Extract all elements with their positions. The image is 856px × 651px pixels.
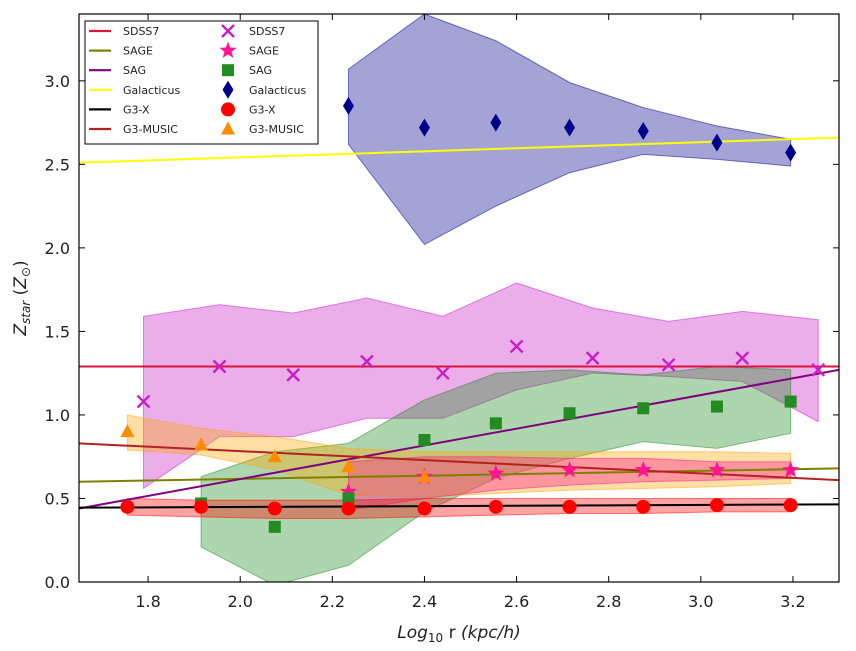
legend-marker-galacticus [222, 80, 234, 99]
line-sage [79, 467, 839, 483]
x-tick-label: 2.6 [504, 592, 529, 611]
legend-label: SDSS7 [249, 25, 285, 38]
x-tick-label: 1.8 [135, 592, 160, 611]
legend-label: G3-X [123, 103, 150, 116]
point-sdss7 [136, 394, 151, 409]
point-sdss7 [212, 359, 227, 374]
x-tick-label: 2.2 [320, 592, 345, 611]
legend-label: G3-X [249, 103, 276, 116]
point-g3-x [194, 499, 209, 514]
point-galacticus [490, 113, 502, 132]
legend-frame [84, 20, 319, 145]
y-tick-label: 1.5 [45, 322, 70, 341]
point-sag [268, 520, 281, 533]
point-sdss7 [436, 366, 450, 381]
ticks-layer: 1.8 2.0 2.2 2.4 2.6 2.8 3.0 3.2 0.0 0.5 1.0 1.5 2.0 2… [45, 14, 839, 611]
y-tick-label: 2.5 [45, 155, 70, 174]
point-sag [489, 417, 502, 430]
point-sdss7 [811, 362, 826, 377]
point-sdss7 [286, 367, 301, 382]
x-tick-label: 2.8 [596, 592, 621, 611]
point-sdss7 [509, 339, 524, 354]
y-tick-label: 0.0 [45, 573, 70, 592]
point-sdss7 [735, 351, 750, 365]
point-sage [634, 461, 652, 478]
band-g3-x [126, 497, 792, 520]
points-layer [120, 96, 826, 533]
point-g3-x [341, 501, 356, 516]
x-tick-label: 2.4 [412, 592, 437, 611]
legend-marker-sage [219, 41, 237, 58]
point-g3-x [636, 499, 651, 514]
point-g3-x [267, 501, 282, 516]
legend-label: SAGE [249, 45, 279, 58]
legend-label: G3-MUSIC [249, 123, 304, 136]
point-sage [560, 461, 579, 478]
legend-marker-g3-x [221, 102, 235, 117]
point-galacticus [637, 121, 649, 140]
legend-label: SAGE [123, 45, 153, 58]
legend-label: SAG [249, 64, 272, 77]
band-sdss7 [142, 282, 819, 490]
point-sag [342, 492, 355, 505]
point-sage [782, 461, 800, 478]
legend-marker-sdss7 [221, 24, 235, 38]
point-sage [487, 464, 505, 481]
point-sag [637, 402, 650, 415]
legend-marker-sag [222, 64, 234, 77]
point-sage [339, 482, 358, 500]
point-g3-music [120, 424, 135, 438]
point-g3-x [783, 498, 798, 513]
y-tick-label: 3.0 [45, 72, 70, 91]
point-galacticus [711, 133, 723, 152]
legend: SDSS7 SAGE SAG Galacticus G3-X G3-MUSIC SDSS7 S… [84, 20, 319, 145]
legend-label: SDSS7 [123, 25, 159, 38]
y-tick-label: 0.5 [45, 489, 70, 508]
x-axis-label: Log10 r (kpc/h) [397, 623, 521, 645]
x-tick-label: 3.0 [688, 592, 713, 611]
point-g3-x [562, 499, 577, 514]
point-g3-music [194, 437, 209, 451]
legend-marker-g3-music [221, 121, 235, 135]
point-sage [708, 461, 726, 478]
point-sag [710, 400, 723, 413]
point-galacticus [564, 118, 576, 137]
legend-label: G3-MUSIC [123, 123, 178, 136]
y-tick-label: 2.0 [45, 239, 70, 258]
point-sag [784, 395, 797, 408]
legend-label: SAG [123, 64, 146, 77]
point-galacticus [418, 118, 430, 137]
point-sdss7 [661, 357, 676, 372]
legend-label: Galacticus [249, 84, 306, 97]
point-sag [418, 434, 431, 446]
point-g3-x [417, 501, 432, 516]
y-tick-label: 1.0 [45, 406, 70, 425]
x-tick-label: 2.0 [227, 592, 252, 611]
point-g3-music [417, 469, 432, 483]
y-axis-label: Zstar (Z⊙) [11, 260, 33, 336]
point-g3-x [709, 498, 724, 513]
plot-frame [78, 13, 840, 583]
line-sag [79, 368, 839, 510]
point-g3-x [120, 499, 135, 514]
point-g3-x [488, 499, 503, 514]
legend-label: Galacticus [123, 84, 180, 97]
point-g3-music [267, 449, 282, 463]
point-galacticus [785, 143, 797, 162]
point-sdss7 [360, 354, 374, 369]
point-galacticus [342, 96, 354, 115]
point-g3-music [341, 459, 356, 473]
point-sag [563, 407, 576, 420]
point-sdss7 [585, 351, 600, 365]
x-tick-label: 3.2 [780, 592, 805, 611]
